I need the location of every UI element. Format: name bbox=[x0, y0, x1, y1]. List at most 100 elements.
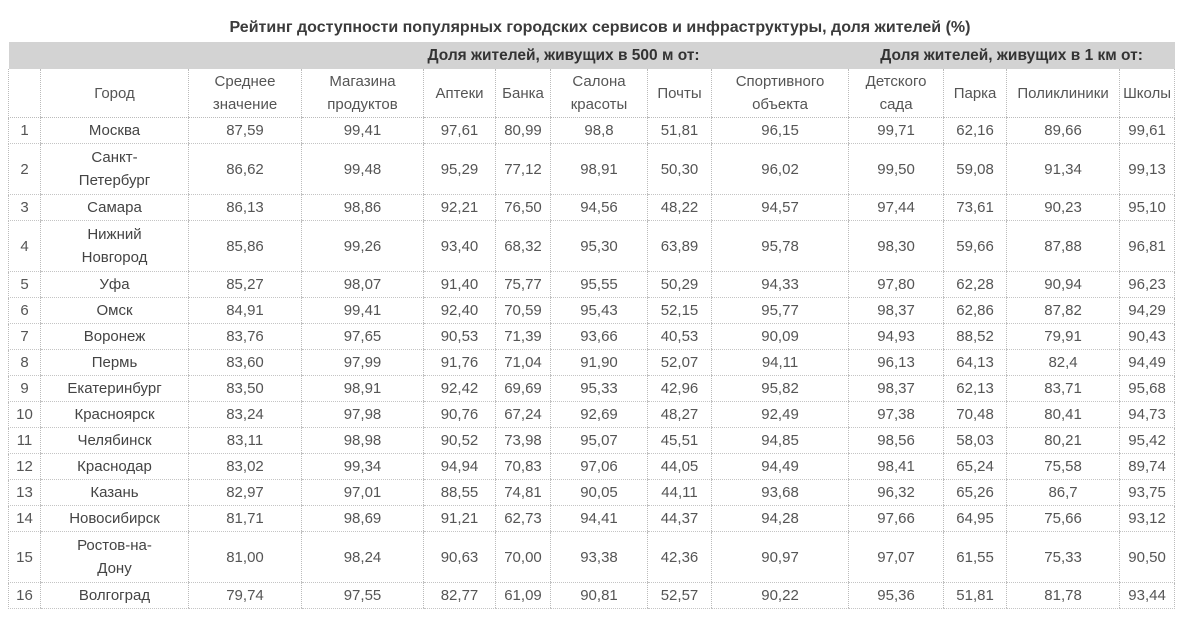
rating-table: Доля жителей, живущих в 500 м от: Доля ж… bbox=[8, 42, 1176, 609]
value-cell: 96,81 bbox=[1119, 220, 1176, 272]
col-header-bank: Банка bbox=[495, 69, 551, 118]
table-row: 14 Новосибирск 81,71 98,69 91,21 62,73 94,41 44… bbox=[8, 505, 1176, 532]
value-cell: 95,77 bbox=[710, 297, 849, 324]
table-row: 12 Краснодар 83,02 99,34 94,94 70,83 97,06 44,0… bbox=[8, 453, 1176, 480]
col-header-school: Школы bbox=[1119, 69, 1176, 118]
value-cell: 95,55 bbox=[550, 271, 648, 298]
value-cell: 90,05 bbox=[550, 479, 648, 506]
value-cell: 90,81 bbox=[550, 582, 648, 609]
value-cell: 91,34 bbox=[1006, 143, 1120, 195]
table-row: 6 Омск 84,91 99,41 92,40 70,59 95,43 52,15 95,77… bbox=[8, 297, 1176, 324]
value-cell: 79,74 bbox=[188, 582, 302, 609]
value-cell: 61,55 bbox=[943, 531, 1007, 583]
value-cell: 52,15 bbox=[647, 297, 712, 324]
value-cell: 91,90 bbox=[550, 349, 648, 376]
value-cell: 97,80 bbox=[848, 271, 944, 298]
value-cell: 85,86 bbox=[188, 220, 302, 272]
value-cell: 93,40 bbox=[423, 220, 496, 272]
col-header-sport: Спортивного объекта bbox=[710, 69, 849, 118]
table-row: 4 Нижний Новгород 85,86 99,26 93,40 68,32 95,30… bbox=[8, 220, 1176, 272]
value-cell: 75,77 bbox=[495, 271, 551, 298]
value-cell: 91,76 bbox=[423, 349, 496, 376]
city-cell: Ростов-на- Дону bbox=[40, 531, 189, 583]
value-cell: 50,30 bbox=[647, 143, 712, 195]
value-cell: 94,28 bbox=[710, 505, 849, 532]
value-cell: 90,43 bbox=[1119, 323, 1176, 350]
value-cell: 51,81 bbox=[647, 117, 712, 144]
value-cell: 90,97 bbox=[710, 531, 849, 583]
value-cell: 44,11 bbox=[647, 479, 712, 506]
value-cell: 97,61 bbox=[423, 117, 496, 144]
city-cell: Волгоград bbox=[40, 582, 189, 609]
city-cell: Краснодар bbox=[40, 453, 189, 480]
value-cell: 90,09 bbox=[710, 323, 849, 350]
value-cell: 93,68 bbox=[710, 479, 849, 506]
value-cell: 86,13 bbox=[188, 194, 302, 221]
value-cell: 44,37 bbox=[647, 505, 712, 532]
value-cell: 62,16 bbox=[943, 117, 1007, 144]
table-row: 10 Красноярск 83,24 97,98 90,76 67,24 92,69 48,… bbox=[8, 401, 1176, 428]
value-cell: 77,12 bbox=[495, 143, 551, 195]
rank-cell: 10 bbox=[8, 401, 41, 428]
value-cell: 98,98 bbox=[301, 427, 424, 454]
value-cell: 45,51 bbox=[647, 427, 712, 454]
group-header-spacer bbox=[8, 42, 424, 69]
value-cell: 92,69 bbox=[550, 401, 648, 428]
col-header-pharmacy: Аптеки bbox=[423, 69, 496, 118]
value-cell: 97,44 bbox=[848, 194, 944, 221]
value-cell: 64,13 bbox=[943, 349, 1007, 376]
rank-cell: 11 bbox=[8, 427, 41, 454]
value-cell: 82,77 bbox=[423, 582, 496, 609]
value-cell: 96,23 bbox=[1119, 271, 1176, 298]
value-cell: 94,49 bbox=[710, 453, 849, 480]
value-cell: 90,94 bbox=[1006, 271, 1120, 298]
value-cell: 99,71 bbox=[848, 117, 944, 144]
city-cell: Новосибирск bbox=[40, 505, 189, 532]
table-row: 9 Екатеринбург 83,50 98,91 92,42 69,69 95,33 42… bbox=[8, 375, 1176, 402]
value-cell: 52,07 bbox=[647, 349, 712, 376]
value-cell: 61,09 bbox=[495, 582, 551, 609]
table-row: 8 Пермь 83,60 97,99 91,76 71,04 91,90 52,07 94,1… bbox=[8, 349, 1176, 376]
value-cell: 87,59 bbox=[188, 117, 302, 144]
table-row: 16 Волгоград 79,74 97,55 82,77 61,09 90,81 52,5… bbox=[8, 582, 1176, 609]
value-cell: 48,27 bbox=[647, 401, 712, 428]
value-cell: 88,55 bbox=[423, 479, 496, 506]
value-cell: 79,91 bbox=[1006, 323, 1120, 350]
value-cell: 75,33 bbox=[1006, 531, 1120, 583]
value-cell: 93,38 bbox=[550, 531, 648, 583]
value-cell: 62,86 bbox=[943, 297, 1007, 324]
city-cell: Екатеринбург bbox=[40, 375, 189, 402]
value-cell: 97,55 bbox=[301, 582, 424, 609]
city-cell: Самара bbox=[40, 194, 189, 221]
value-cell: 70,48 bbox=[943, 401, 1007, 428]
value-cell: 92,49 bbox=[710, 401, 849, 428]
city-cell: Нижний Новгород bbox=[40, 220, 189, 272]
value-cell: 98,69 bbox=[301, 505, 424, 532]
col-header-kindergarten: Детского сада bbox=[848, 69, 944, 118]
col-header-avg: Среднее значение bbox=[188, 69, 302, 118]
value-cell: 86,7 bbox=[1006, 479, 1120, 506]
value-cell: 98,56 bbox=[848, 427, 944, 454]
group-header-1km: Доля жителей, живущих в 1 км от: bbox=[848, 42, 1175, 69]
value-cell: 83,76 bbox=[188, 323, 302, 350]
value-cell: 95,33 bbox=[550, 375, 648, 402]
value-cell: 65,26 bbox=[943, 479, 1007, 506]
value-cell: 99,41 bbox=[301, 117, 424, 144]
value-cell: 67,24 bbox=[495, 401, 551, 428]
col-header-city: Город bbox=[40, 69, 189, 118]
value-cell: 98,07 bbox=[301, 271, 424, 298]
value-cell: 94,56 bbox=[550, 194, 648, 221]
value-cell: 83,71 bbox=[1006, 375, 1120, 402]
city-cell: Омск bbox=[40, 297, 189, 324]
value-cell: 94,73 bbox=[1119, 401, 1176, 428]
table-row: 2 Санкт- Петербург 86,62 99,48 95,29 77,12 98,9… bbox=[8, 143, 1176, 195]
value-cell: 95,07 bbox=[550, 427, 648, 454]
value-cell: 73,98 bbox=[495, 427, 551, 454]
value-cell: 95,43 bbox=[550, 297, 648, 324]
value-cell: 98,24 bbox=[301, 531, 424, 583]
value-cell: 75,66 bbox=[1006, 505, 1120, 532]
value-cell: 99,34 bbox=[301, 453, 424, 480]
value-cell: 83,50 bbox=[188, 375, 302, 402]
value-cell: 81,00 bbox=[188, 531, 302, 583]
value-cell: 94,49 bbox=[1119, 349, 1176, 376]
